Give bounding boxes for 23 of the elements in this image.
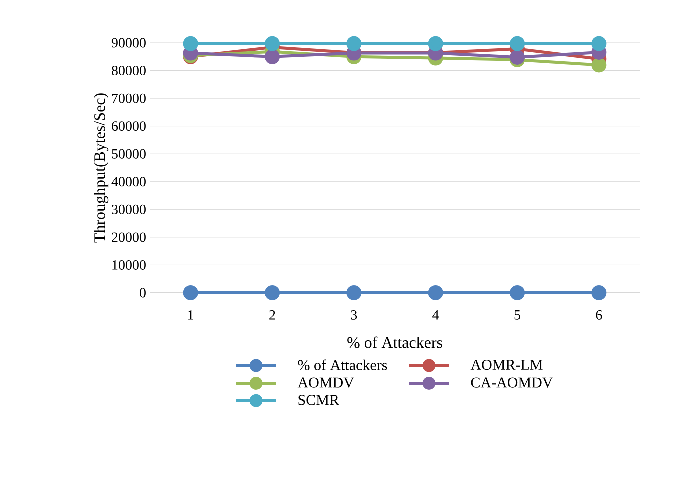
y-tick-label: 90000 [112, 38, 146, 48]
legend-label: AOMDV [298, 378, 354, 388]
x-tick-label: 2 [270, 310, 276, 320]
y-axis-title: Throughput(Bytes/Sec) [94, 94, 109, 243]
y-tick-label: 10000 [112, 260, 146, 270]
x-tick-label: 3 [351, 310, 358, 320]
x-tick-label: 6 [596, 310, 602, 320]
y-tick-label: 40000 [112, 177, 146, 187]
y-tick-label: 80000 [112, 66, 146, 76]
y-tick-label: 0 [140, 288, 146, 298]
y-tick-label: 70000 [112, 94, 146, 104]
y-tick-label: 50000 [112, 149, 146, 159]
legend-label: CA-AOMDV [471, 378, 554, 388]
y-tick-label: 60000 [112, 122, 146, 132]
x-tick-label: 5 [514, 310, 520, 320]
x-axis-title: % of Attackers [348, 336, 442, 348]
x-tick-label: 4 [432, 310, 440, 320]
y-tick-label: 20000 [112, 232, 146, 242]
x-tick-label: 1 [188, 310, 194, 320]
legend-label: % of Attackers [298, 360, 388, 370]
legend-label: SCMR [298, 395, 340, 406]
legend-label: AOMR-LM [470, 360, 543, 370]
y-tick-label: 30000 [112, 204, 146, 214]
